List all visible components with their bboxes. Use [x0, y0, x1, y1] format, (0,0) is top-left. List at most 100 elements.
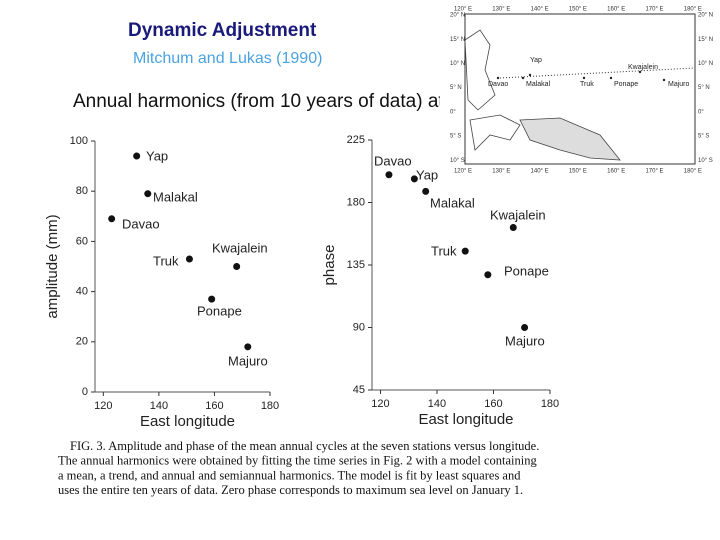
point-label: Majuro [505, 333, 545, 348]
y-tick-label: 100 [70, 135, 88, 147]
map-station-label: Truk [580, 81, 594, 88]
x-tick-label: 140 [428, 398, 446, 410]
point [410, 175, 418, 183]
map-lon-label: 170° E [645, 169, 663, 175]
station-track [499, 67, 696, 79]
map-lat-label: 10° S [698, 158, 713, 164]
x-axis-label: East longitude [140, 413, 235, 430]
point [484, 271, 492, 279]
map-station [496, 76, 500, 80]
map-lat-label: 15° N [698, 37, 713, 43]
y-tick-label: 60 [76, 235, 88, 247]
point [185, 255, 193, 263]
y-tick-label: 135 [347, 259, 365, 271]
land [519, 117, 621, 161]
map-station [521, 76, 525, 80]
map-lat-label: 10° N [698, 61, 713, 67]
map-lat-label: 5° S [698, 134, 709, 140]
y-tick-label: 20 [76, 336, 88, 348]
map-lon-label: 120° E [454, 7, 472, 13]
map-lon-label: 130° E [492, 169, 510, 175]
map-station [528, 73, 532, 77]
map-station [582, 76, 586, 80]
x-axis-label: East longitude [418, 411, 513, 428]
x-tick-label: 160 [484, 398, 502, 410]
point-label: Kwajalein [490, 207, 546, 222]
slide-subtitle: Mitchum and Lukas (1990) [133, 50, 322, 67]
point-label: Davao [122, 216, 160, 231]
point-label: Majuro [228, 353, 268, 368]
y-tick-label: 225 [347, 134, 365, 146]
point [461, 247, 469, 255]
map-station-label: Kwajalein [628, 64, 658, 71]
map-lon-label: 180° E [684, 7, 702, 13]
map-lon-label: 180° E [684, 169, 702, 175]
map-lon-label: 140° E [531, 169, 549, 175]
y-tick-label: 45 [353, 384, 365, 396]
map-lon-label: 140° E [531, 7, 549, 13]
x-tick-label: 180 [541, 398, 559, 410]
map-lat-label: 20° N [698, 13, 713, 19]
map-station [662, 78, 666, 82]
map-lat-label: 0° [450, 109, 456, 115]
figure-heading: Annual harmonics (from 10 years of data)… [73, 91, 444, 112]
map-lat-label: 5° N [450, 85, 462, 91]
point [521, 324, 529, 331]
caption: FIG. 3. Amplitude and phase of the mean … [58, 439, 539, 497]
slide-title: Dynamic Adjustment [128, 20, 317, 41]
map-lat-label: 10° N [450, 61, 465, 67]
land [469, 114, 521, 151]
x-tick-label: 120 [94, 400, 112, 412]
point [108, 215, 116, 223]
map-station-label: Majuro [668, 81, 690, 88]
land [464, 29, 496, 111]
x-tick-label: 140 [150, 400, 168, 412]
map-lat-label: 5° S [450, 134, 461, 140]
map-lon-label: 160° E [607, 7, 625, 13]
y-tick-label: 40 [76, 286, 88, 298]
point-label: Kwajalein [212, 240, 268, 255]
point-label: Davao [374, 153, 412, 168]
map-lon-label: 160° E [607, 169, 625, 175]
point [422, 187, 430, 195]
map-lon-label: 120° E [454, 169, 472, 175]
point-label: Truk [153, 253, 179, 268]
map-station [638, 70, 642, 74]
y-tick-label: 0 [82, 386, 88, 398]
map-station-label: Yap [530, 57, 542, 64]
map-lat-label: 20° N [450, 13, 465, 19]
map-station-label: Malakal [526, 81, 551, 88]
caption-line: a mean, a trend, and annual and semiannu… [58, 468, 521, 482]
x-tick-label: 160 [205, 400, 223, 412]
point [133, 152, 141, 160]
point-label: Yap [416, 167, 438, 182]
point-label: Yap [146, 148, 168, 163]
x-tick-label: 120 [371, 398, 389, 410]
point-label: Malakal [153, 189, 198, 204]
caption-line: uses the entire ten years of data. Zero … [58, 483, 523, 497]
point [144, 190, 152, 198]
map-station-label: Ponape [614, 81, 638, 88]
map-lon-label: 150° E [569, 7, 587, 13]
y-axis-label: phase [321, 245, 338, 286]
caption-line: FIG. 3. Amplitude and phase of the mean … [70, 439, 539, 453]
y-axis-label: amplitude (mm) [44, 214, 61, 318]
point-label: Malakal [430, 195, 475, 210]
point [208, 295, 216, 303]
map-station [609, 76, 613, 80]
point-label: Truk [431, 243, 457, 258]
map-lat-label: 10° S [450, 158, 465, 164]
y-tick-label: 90 [353, 321, 365, 333]
charts: 0 20 40 60 80 100 120 140 160 180 East longitude am… [44, 134, 559, 430]
map-lat-label: 0° [698, 109, 704, 115]
point [233, 263, 241, 270]
point [509, 224, 517, 231]
point [244, 343, 252, 351]
map-lat-label: 5° N [698, 85, 710, 91]
point-label: Ponape [504, 263, 549, 278]
map: 120° E 120° E 130° E 130° E 140° E 140° E 150°… [440, 0, 720, 180]
map-frame [464, 13, 696, 165]
map-lon-label: 130° E [492, 7, 510, 13]
point [385, 171, 393, 179]
